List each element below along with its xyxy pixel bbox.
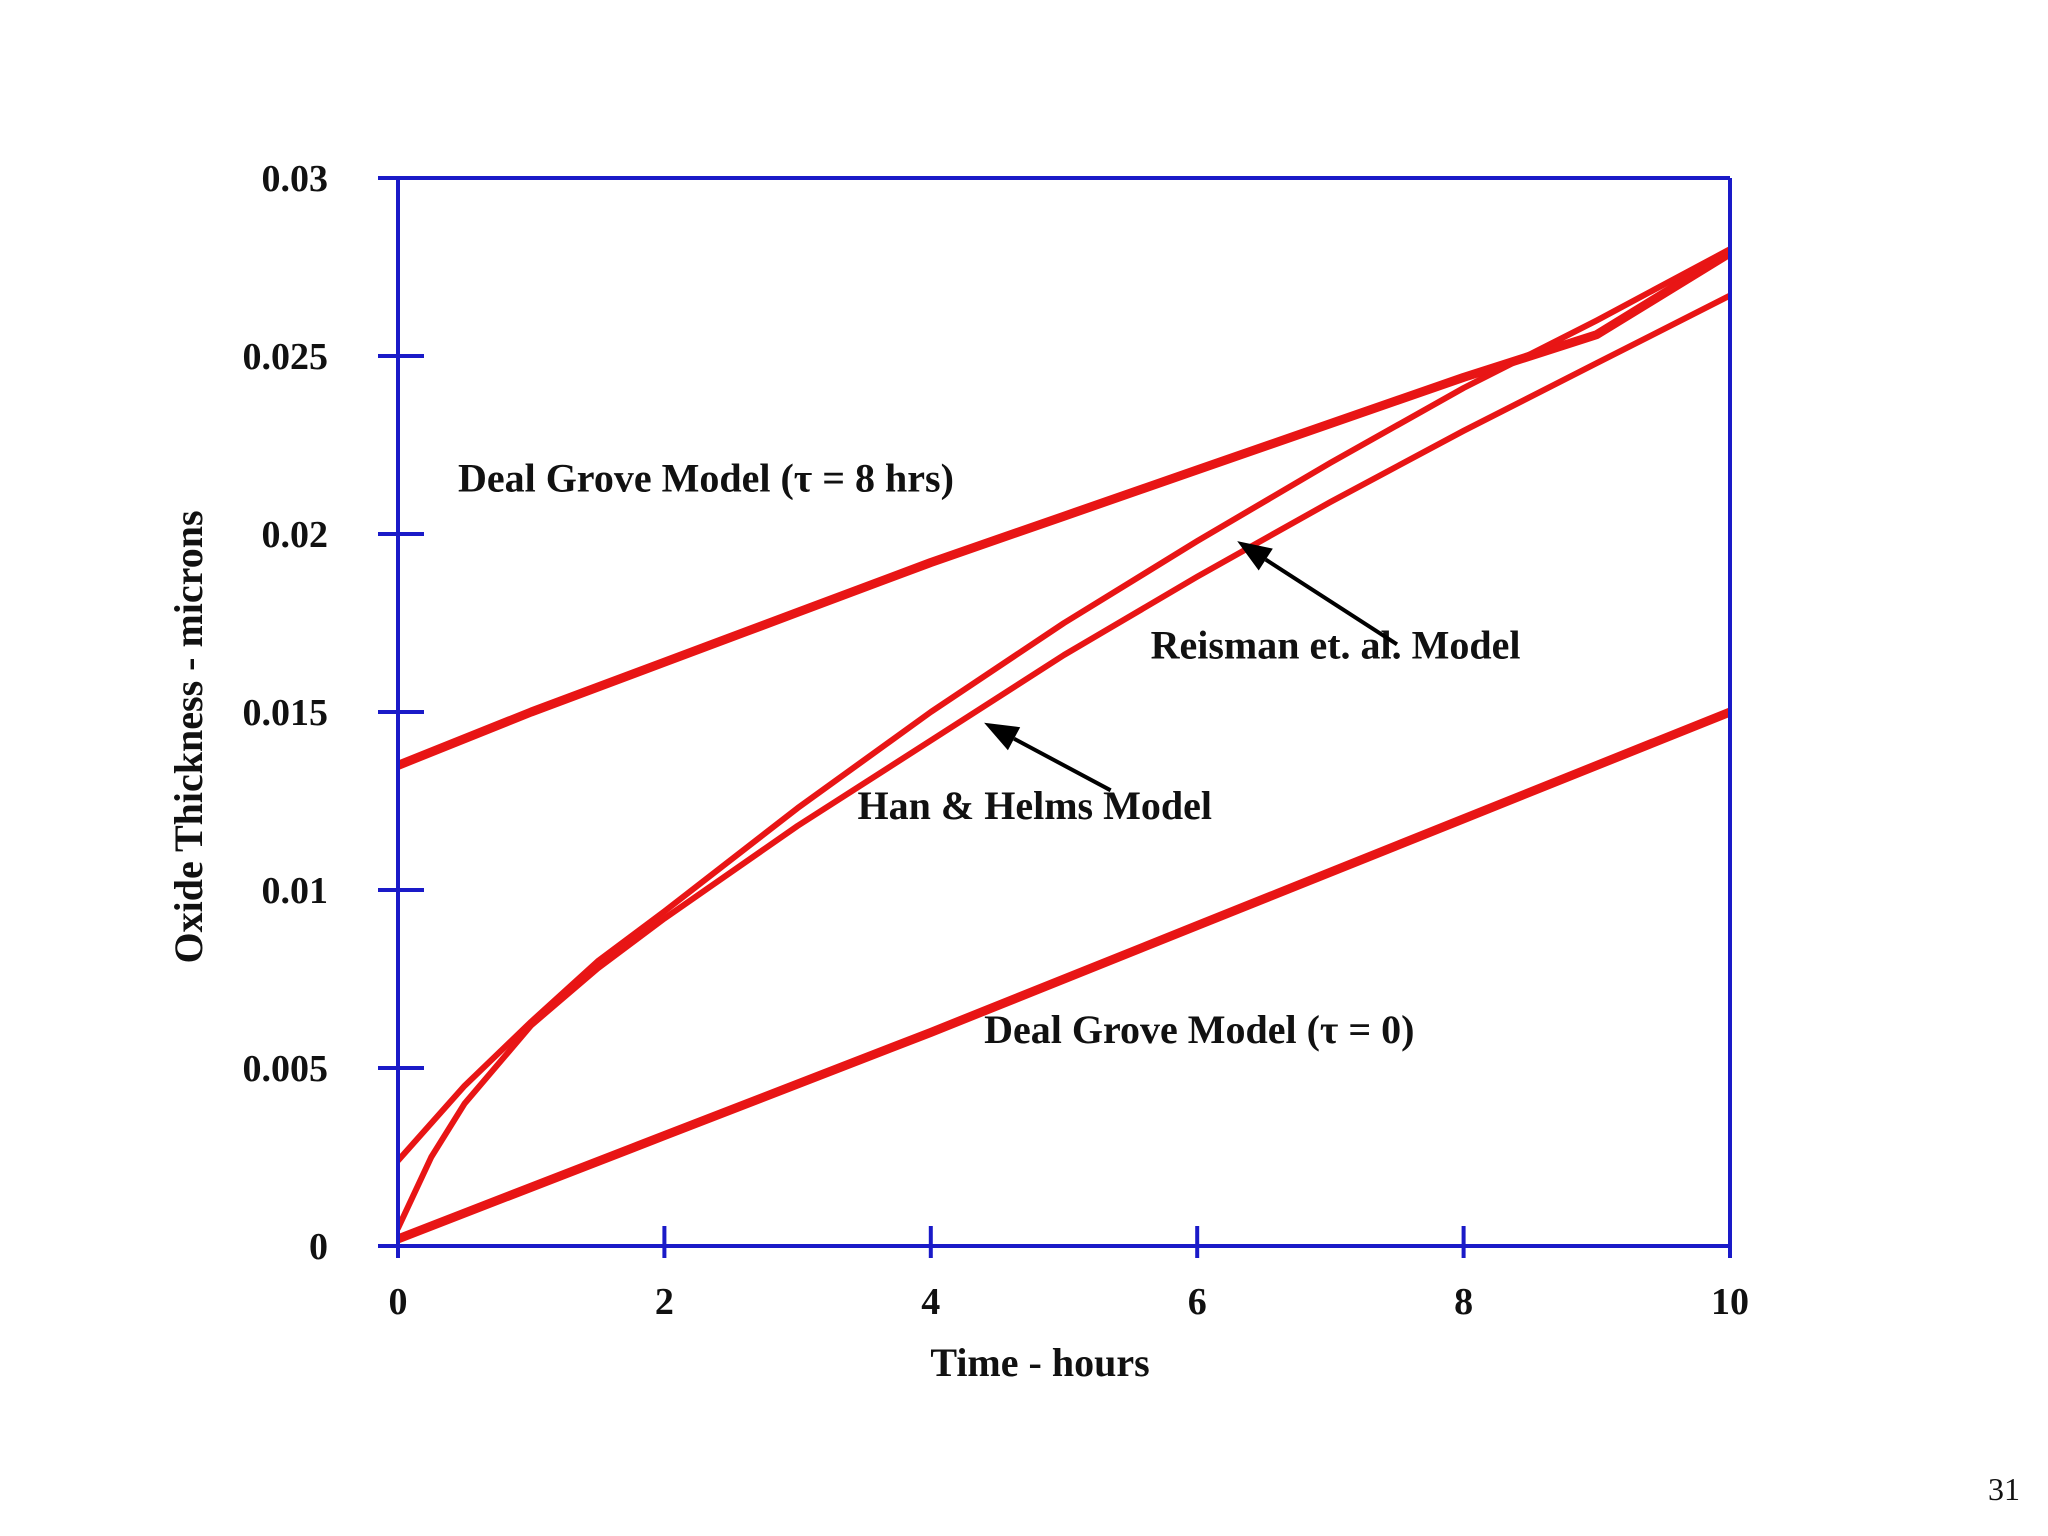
series-layer: [398, 246, 1730, 1244]
tick-layer: 0 2 4 6 8 10 0 0.005 0.01 0.015 0.02 0.025 0.03: [243, 158, 1750, 1323]
annotation-arrow-shaft: [1013, 736, 1112, 793]
page-number: 31: [1988, 1471, 2020, 1507]
annotation-label: Deal Grove Model (τ = 8 hrs): [458, 455, 954, 500]
y-tick-label: 0.02: [262, 514, 329, 556]
y-axis-title: Oxide Thickness - microns: [166, 510, 211, 963]
series-line-deal-grove-model-8-hrs: [398, 248, 1730, 770]
x-tick-label: 4: [921, 1281, 940, 1323]
y-tick-label: 0: [309, 1226, 328, 1268]
y-tick-label: 0.005: [243, 1048, 329, 1090]
x-tick-label: 6: [1188, 1281, 1207, 1323]
axis-layer: [396, 176, 1732, 1248]
y-tick-label: 0.03: [262, 158, 329, 200]
annotation-arrow-head: [1237, 541, 1273, 571]
series-line-han-helms-model: [398, 292, 1730, 1232]
annotation-label: Reisman et. al. Model: [1151, 623, 1521, 668]
annotation-layer: Deal Grove Model (τ = 8 hrs) Reisman et. …: [458, 455, 1521, 1052]
y-tick-label: 0.015: [243, 692, 329, 734]
x-tick-label: 8: [1454, 1281, 1473, 1323]
annotation-arrow-head: [984, 722, 1021, 751]
x-tick-label: 10: [1711, 1281, 1749, 1323]
y-tick-label: 0.025: [243, 336, 329, 378]
series-line-deal-grove-model-0: [398, 707, 1730, 1244]
y-tick-label: 0.01: [262, 870, 329, 912]
annotation-label: Deal Grove Model (τ = 0): [984, 1007, 1414, 1052]
x-axis-title: Time - hours: [930, 1340, 1149, 1385]
annotation-label: Han & Helms Model: [858, 783, 1212, 828]
x-tick-label: 2: [655, 1281, 674, 1323]
x-tick-label: 0: [389, 1281, 408, 1323]
annotation-arrow-shaft: [1264, 557, 1399, 647]
